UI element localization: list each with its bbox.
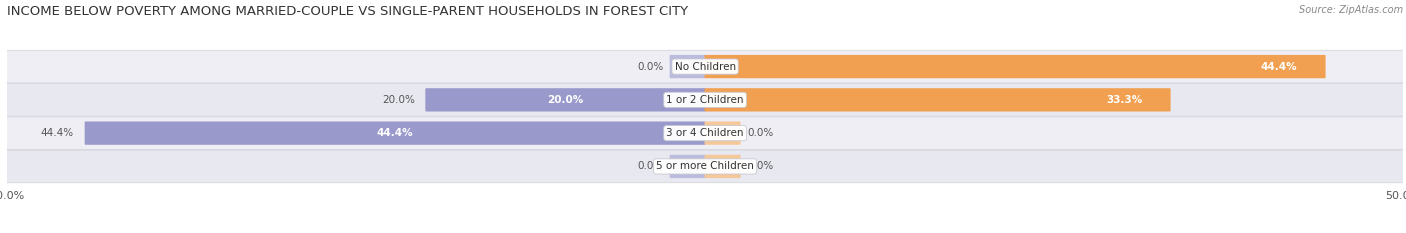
Text: 0.0%: 0.0% <box>747 128 773 138</box>
Text: 0.0%: 0.0% <box>637 161 664 171</box>
Text: 5 or more Children: 5 or more Children <box>657 161 754 171</box>
Text: 44.4%: 44.4% <box>41 128 75 138</box>
FancyBboxPatch shape <box>704 55 1326 78</box>
FancyBboxPatch shape <box>426 88 706 112</box>
Text: 20.0%: 20.0% <box>382 95 415 105</box>
Text: 0.0%: 0.0% <box>637 62 664 72</box>
FancyBboxPatch shape <box>6 84 1405 116</box>
FancyBboxPatch shape <box>6 117 1405 149</box>
FancyBboxPatch shape <box>669 55 706 78</box>
Text: 33.3%: 33.3% <box>1107 95 1142 105</box>
Text: 20.0%: 20.0% <box>547 95 583 105</box>
Text: INCOME BELOW POVERTY AMONG MARRIED-COUPLE VS SINGLE-PARENT HOUSEHOLDS IN FOREST : INCOME BELOW POVERTY AMONG MARRIED-COUPL… <box>7 5 688 18</box>
FancyBboxPatch shape <box>669 155 706 178</box>
FancyBboxPatch shape <box>84 121 706 145</box>
Text: 0.0%: 0.0% <box>747 161 773 171</box>
FancyBboxPatch shape <box>704 155 741 178</box>
Text: Source: ZipAtlas.com: Source: ZipAtlas.com <box>1299 5 1403 15</box>
Text: No Children: No Children <box>675 62 735 72</box>
Text: 1 or 2 Children: 1 or 2 Children <box>666 95 744 105</box>
FancyBboxPatch shape <box>6 50 1405 83</box>
FancyBboxPatch shape <box>704 88 1171 112</box>
Text: 44.4%: 44.4% <box>1260 62 1298 72</box>
FancyBboxPatch shape <box>6 150 1405 183</box>
Text: 44.4%: 44.4% <box>377 128 413 138</box>
Text: 3 or 4 Children: 3 or 4 Children <box>666 128 744 138</box>
FancyBboxPatch shape <box>704 121 741 145</box>
